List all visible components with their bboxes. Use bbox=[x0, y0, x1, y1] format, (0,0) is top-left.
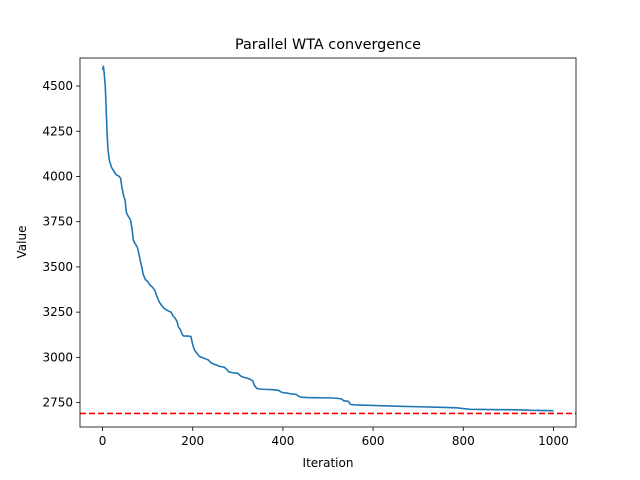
y-tick-label: 4000 bbox=[42, 169, 73, 183]
y-axis-label: Value bbox=[15, 226, 29, 259]
y-tick-label: 3000 bbox=[42, 350, 73, 364]
x-tick-label: 200 bbox=[181, 434, 204, 448]
y-tick-label: 3250 bbox=[42, 305, 73, 319]
series-line-0 bbox=[101, 65, 554, 412]
x-tick-label: 800 bbox=[452, 434, 475, 448]
chart-title: Parallel WTA convergence bbox=[235, 37, 421, 53]
y-tick-label: 3750 bbox=[42, 215, 73, 229]
series-layer bbox=[80, 65, 576, 415]
x-tick-label: 400 bbox=[271, 434, 294, 448]
x-tick-label: 600 bbox=[362, 434, 385, 448]
x-axis-label: Iteration bbox=[303, 456, 354, 470]
y-tick-label: 2750 bbox=[42, 396, 73, 410]
plot-frame bbox=[79, 57, 577, 428]
y-tick-label: 4250 bbox=[42, 124, 73, 138]
x-tick-label: 1000 bbox=[538, 434, 569, 448]
ticks-layer: 0 200 400 600 800 1000 2750 3000 3250 3500 3750 400… bbox=[42, 79, 568, 448]
y-tick-label: 4500 bbox=[42, 79, 73, 93]
y-tick-label: 3500 bbox=[42, 260, 73, 274]
x-tick-label: 0 bbox=[99, 434, 107, 448]
